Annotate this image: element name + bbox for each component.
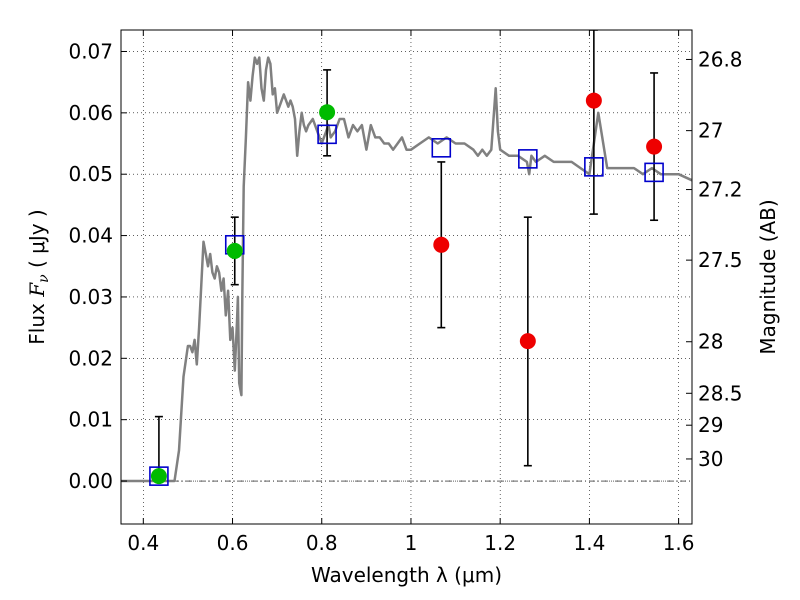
x-tick-label: 1: [405, 531, 418, 555]
right-tick-label: 30: [698, 447, 723, 471]
non-detections-point: [585, 92, 602, 109]
right-tick-label: 27.5: [698, 248, 743, 272]
spectrum-series: [121, 56, 692, 483]
right-tick-label: 27: [698, 119, 723, 143]
y-tick-label: 0.02: [68, 346, 113, 370]
y-axis-label-subscript: ν: [36, 274, 52, 283]
x-tick-label: 1.6: [663, 531, 695, 555]
y-tick-label: 0.01: [68, 408, 113, 432]
right-axis-label: Magnitude (AB): [756, 199, 780, 354]
x-tick-label: 1.2: [484, 531, 516, 555]
y-tick-label: 0.03: [68, 285, 113, 309]
right-tick-label: 26.8: [698, 47, 743, 71]
x-tick-label: 0.6: [217, 531, 249, 555]
y-tick-label: 0.05: [68, 162, 113, 186]
y-tick-label: 0.07: [68, 39, 113, 63]
x-tick-label: 0.8: [306, 531, 338, 555]
detections-point: [226, 242, 243, 259]
y-tick-label: 0.06: [68, 101, 113, 125]
x-axis-label: Wavelength λ (μm): [311, 563, 502, 587]
x-tick-label: 1.4: [573, 531, 605, 555]
model-photometry-square: [317, 124, 337, 145]
right-tick-label: 29: [698, 413, 723, 437]
detections-point: [319, 104, 336, 121]
x-tick-label: 0.4: [127, 531, 159, 555]
model-photometry-square: [584, 157, 604, 177]
detections-point: [150, 468, 167, 485]
right-tick-label: 28.5: [698, 381, 743, 405]
y-tick-label: 0.00: [68, 469, 113, 493]
model-photometry-square: [431, 138, 452, 158]
right-tick-label: 28: [698, 330, 723, 354]
plot-frame: [120, 29, 693, 525]
data-points: [149, 92, 664, 486]
model-photometry-square: [644, 162, 664, 183]
non-detections-point: [433, 236, 450, 253]
non-detections-point: [519, 333, 536, 350]
y-axis-label: Flux Fν ( μJy ): [25, 209, 52, 344]
right-tick-label: 27.2: [698, 178, 743, 202]
model-photometry-square: [149, 466, 169, 486]
axis-ticks: 0.4 0.6 0.8 1 1.2 1.4 1.6 0.00 0.01 0.02 0.03 0.04 0…: [68, 30, 743, 555]
y-axis-label-suffix: ( μJy ): [25, 209, 49, 274]
y-axis-label-symbol: F: [25, 282, 49, 298]
gridlines: [121, 30, 692, 524]
non-detections-point: [646, 138, 663, 155]
spectrum-line: [121, 56, 692, 483]
model-photometry-square: [518, 149, 538, 169]
y-tick-label: 0.04: [68, 224, 113, 248]
y-axis-label-prefix: Flux: [25, 297, 49, 345]
